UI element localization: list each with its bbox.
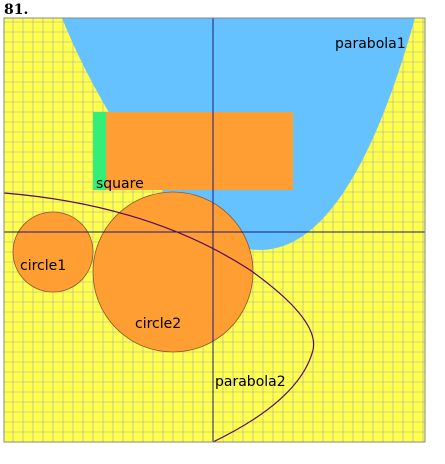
orange-rectangle [106, 112, 293, 190]
label-circle1: circle1 [20, 258, 66, 274]
label-parabola2: parabola2 [215, 374, 286, 390]
label-square: square [96, 176, 144, 192]
parabola2-curve [4, 192, 315, 442]
problem-number: 81. [4, 2, 29, 18]
circle1-shape [12, 211, 94, 293]
plot-frame [3, 17, 426, 443]
label-circle2: circle2 [135, 316, 181, 332]
label-parabola1: parabola1 [335, 36, 406, 52]
